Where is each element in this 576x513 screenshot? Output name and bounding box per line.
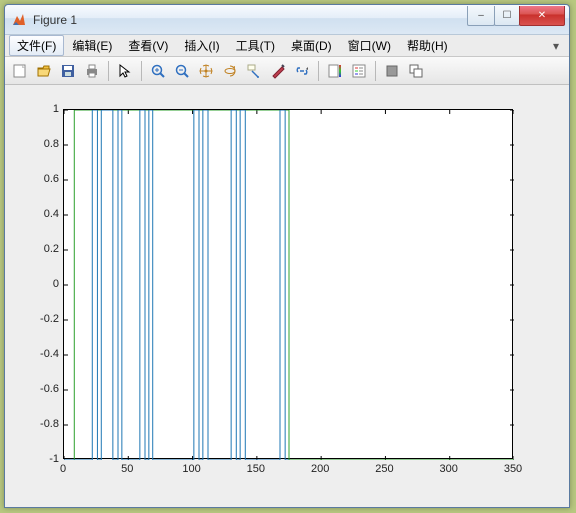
- y-tick-label: -1: [29, 453, 59, 465]
- menu-insert[interactable]: 插入(I): [176, 35, 227, 56]
- save-button[interactable]: [57, 60, 79, 82]
- matlab-icon: [11, 12, 27, 28]
- toolbar-separator: [108, 61, 109, 81]
- x-tick-label: 0: [60, 463, 66, 475]
- series-green: [64, 110, 514, 460]
- y-tick-label: -0.6: [29, 383, 59, 395]
- plot-lines: [64, 110, 514, 460]
- pointer-button[interactable]: [114, 60, 136, 82]
- x-tick-label: 50: [121, 463, 133, 475]
- close-button[interactable]: ✕: [519, 6, 565, 26]
- menu-tools[interactable]: 工具(T): [228, 35, 283, 56]
- print-button[interactable]: [81, 60, 103, 82]
- series-blue: [64, 110, 289, 460]
- open-button[interactable]: [33, 60, 55, 82]
- toolbar-separator: [318, 61, 319, 81]
- show-plot-tools-button[interactable]: [405, 60, 427, 82]
- insert-legend-button[interactable]: [348, 60, 370, 82]
- toolbar-separator: [141, 61, 142, 81]
- link-button[interactable]: [291, 60, 313, 82]
- y-tick-label: -0.4: [29, 348, 59, 360]
- plot-area[interactable]: -1 -0.8 -0.6 -0.4 -0.2 0 0.2 0.4 0.6 0.8 1 0 50 100 1…: [5, 85, 569, 507]
- brush-button[interactable]: [267, 60, 289, 82]
- x-tick-label: 300: [440, 463, 458, 475]
- figure-window: Figure 1 – ☐ ✕ 文件(F) 编辑(E) 查看(V) 插入(I) 工…: [4, 4, 570, 508]
- hide-plot-tools-button[interactable]: [381, 60, 403, 82]
- menu-view[interactable]: 查看(V): [120, 35, 176, 56]
- x-tick-label: 100: [182, 463, 200, 475]
- y-tick-label: -0.2: [29, 313, 59, 325]
- toolbar: [5, 57, 569, 85]
- window-buttons: – ☐ ✕: [468, 6, 565, 26]
- menu-chevron-icon[interactable]: ▾: [547, 39, 565, 53]
- zoom-in-button[interactable]: [147, 60, 169, 82]
- maximize-button[interactable]: ☐: [494, 6, 520, 26]
- data-cursor-button[interactable]: [243, 60, 265, 82]
- y-tick-label: 0.2: [29, 243, 59, 255]
- zoom-out-button[interactable]: [171, 60, 193, 82]
- titlebar[interactable]: Figure 1 – ☐ ✕: [5, 5, 569, 35]
- rotate3d-button[interactable]: [219, 60, 241, 82]
- menu-window[interactable]: 窗口(W): [340, 35, 399, 56]
- y-tick-label: 1: [29, 103, 59, 115]
- x-tick-label: 350: [504, 463, 522, 475]
- menu-help[interactable]: 帮助(H): [399, 35, 456, 56]
- x-tick-label: 150: [247, 463, 265, 475]
- minimize-button[interactable]: –: [467, 6, 495, 26]
- y-tick-label: -0.8: [29, 418, 59, 430]
- insert-colorbar-button[interactable]: [324, 60, 346, 82]
- y-tick-label: 0: [29, 278, 59, 290]
- new-figure-button[interactable]: [9, 60, 31, 82]
- menu-desktop[interactable]: 桌面(D): [283, 35, 340, 56]
- menu-edit[interactable]: 编辑(E): [64, 35, 120, 56]
- menubar: 文件(F) 编辑(E) 查看(V) 插入(I) 工具(T) 桌面(D) 窗口(W…: [5, 35, 569, 57]
- y-tick-label: 0.6: [29, 173, 59, 185]
- y-tick-label: 0.8: [29, 138, 59, 150]
- toolbar-separator: [375, 61, 376, 81]
- menu-file[interactable]: 文件(F): [9, 35, 64, 56]
- x-tick-label: 200: [311, 463, 329, 475]
- y-tick-label: 0.4: [29, 208, 59, 220]
- axes[interactable]: [63, 109, 513, 459]
- pan-button[interactable]: [195, 60, 217, 82]
- x-tick-label: 250: [375, 463, 393, 475]
- window-title: Figure 1: [33, 13, 468, 27]
